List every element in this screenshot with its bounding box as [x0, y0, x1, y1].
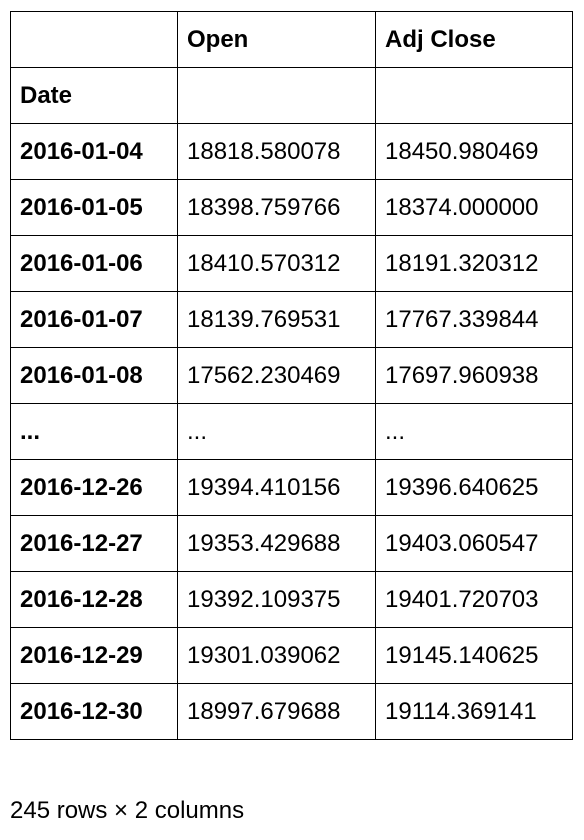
cell-adj-close: 19114.369141 — [375, 683, 573, 740]
row-index-date: 2016-12-26 — [10, 459, 178, 516]
cell-open: 19301.039062 — [177, 627, 376, 684]
table-row: 2016-01-06 18410.570312 18191.320312 — [10, 235, 573, 292]
table-row: 2016-12-30 18997.679688 19114.369141 — [10, 683, 573, 740]
index-name-header: Date — [10, 67, 178, 124]
row-index-date: ... — [10, 403, 178, 460]
cell-open: 18398.759766 — [177, 179, 376, 236]
row-index-date: 2016-12-27 — [10, 515, 178, 572]
row-index-date: 2016-01-07 — [10, 291, 178, 348]
table-row: 2016-01-07 18139.769531 17767.339844 — [10, 291, 573, 348]
cell-open: 18997.679688 — [177, 683, 376, 740]
table-row: 2016-12-29 19301.039062 19145.140625 — [10, 627, 573, 684]
empty-header-cell — [375, 67, 573, 124]
cell-adj-close: 17697.960938 — [375, 347, 573, 404]
row-index-date: 2016-12-29 — [10, 627, 178, 684]
cell-open: 18818.580078 — [177, 123, 376, 180]
corner-header-cell — [10, 11, 178, 68]
row-index-date: 2016-01-08 — [10, 347, 178, 404]
column-header-row: Open Adj Close — [10, 11, 573, 68]
cell-adj-close: 19396.640625 — [375, 459, 573, 516]
cell-adj-close: 18450.980469 — [375, 123, 573, 180]
cell-open: 17562.230469 — [177, 347, 376, 404]
shape-summary: 245 rows × 2 columns — [10, 797, 245, 824]
table-row: 2016-01-08 17562.230469 17697.960938 — [10, 347, 573, 404]
dataframe-container: Open Adj Close Date 2016-01-04 18818.5800… — [10, 11, 573, 740]
table-row: 2016-12-26 19394.410156 19396.640625 — [10, 459, 573, 516]
table-row: 2016-12-27 19353.429688 19403.060547 — [10, 515, 573, 572]
cell-open: ... — [177, 403, 376, 460]
cell-open: 18410.570312 — [177, 235, 376, 292]
dataframe-table: Open Adj Close Date 2016-01-04 18818.5800… — [10, 11, 573, 740]
cell-adj-close: 19145.140625 — [375, 627, 573, 684]
table-row: 2016-01-05 18398.759766 18374.000000 — [10, 179, 573, 236]
cell-adj-close: 17767.339844 — [375, 291, 573, 348]
cell-adj-close: 19403.060547 — [375, 515, 573, 572]
table-row: 2016-12-28 19392.109375 19401.720703 — [10, 571, 573, 628]
cell-open: 19353.429688 — [177, 515, 376, 572]
table-row: 2016-01-04 18818.580078 18450.980469 — [10, 123, 573, 180]
cell-open: 19394.410156 — [177, 459, 376, 516]
column-header-adj-close: Adj Close — [375, 11, 573, 68]
table-row: ......... — [10, 403, 573, 460]
row-index-date: 2016-01-06 — [10, 235, 178, 292]
cell-adj-close: 18191.320312 — [375, 235, 573, 292]
row-index-date: 2016-01-04 — [10, 123, 178, 180]
index-name-row: Date — [10, 67, 573, 124]
cell-adj-close: 18374.000000 — [375, 179, 573, 236]
cell-adj-close: 19401.720703 — [375, 571, 573, 628]
row-index-date: 2016-01-05 — [10, 179, 178, 236]
table-body: 2016-01-04 18818.580078 18450.980469 2016-0… — [10, 123, 573, 740]
cell-adj-close: ... — [375, 403, 573, 460]
column-header-open: Open — [177, 11, 376, 68]
empty-header-cell — [177, 67, 376, 124]
table-header: Open Adj Close Date — [10, 11, 573, 124]
row-index-date: 2016-12-30 — [10, 683, 178, 740]
row-index-date: 2016-12-28 — [10, 571, 178, 628]
cell-open: 18139.769531 — [177, 291, 376, 348]
cell-open: 19392.109375 — [177, 571, 376, 628]
